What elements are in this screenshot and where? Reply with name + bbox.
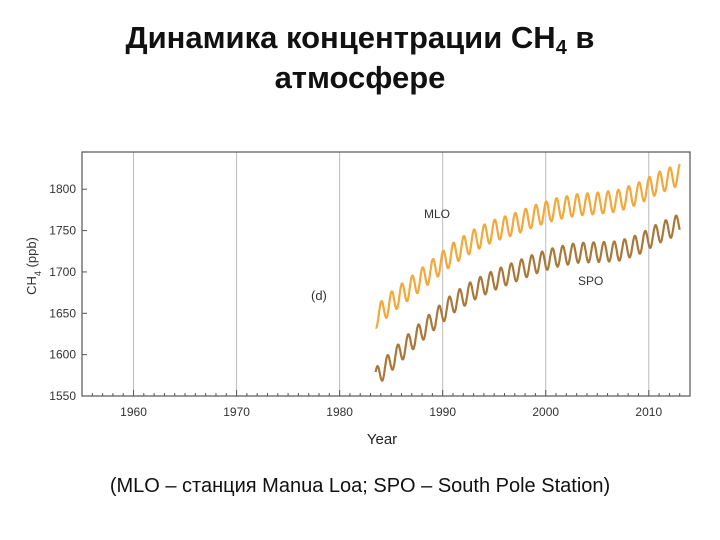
y-tick-label-1600: 1600 [49,348,76,362]
methane-chart: 1960 1970 1980 1990 2000 2010 1550 1600 1650 1700… [24,151,691,448]
x-tick-label-1960: 1960 [120,405,147,419]
x-tick-label-2000: 2000 [532,405,559,419]
plot-border [81,151,691,397]
y-tick-label-1550: 1550 [49,389,76,403]
title-line-2: атмосфере [274,60,446,95]
series-line-spo [374,214,681,382]
y-tick-label-1700: 1700 [49,265,76,279]
x-axis-label: Year [367,431,397,448]
grid-lines [133,152,650,396]
axis-ticks: 1960 1970 1980 1990 2000 2010 1550 1600 1650 1700… [49,182,691,419]
series-label-spo: SPO [578,274,603,288]
y-axis-label: CH4 (ppb) [24,237,43,295]
title-line-1: Динамика концентрации CH4 в [125,20,595,59]
y-tick-label-1800: 1800 [49,182,76,196]
y-tick-label-1750: 1750 [49,224,76,238]
x-tick-label-1990: 1990 [429,405,456,419]
y-tick-label-1650: 1650 [49,306,76,320]
series-lines [374,163,681,382]
page-title: Динамика концентрации CH4 в атмосфере [0,18,720,98]
x-tick-label-1980: 1980 [326,405,353,419]
series-line-mlo [374,163,681,329]
caption: (MLO – станция Manua Loa; SPO – South Po… [109,475,611,497]
plot-frame [81,151,691,397]
x-tick-label-2010: 2010 [635,405,662,419]
panel-label: (d) [311,288,327,303]
x-tick-label-1970: 1970 [223,405,250,419]
series-label-mlo: MLO [424,207,450,221]
